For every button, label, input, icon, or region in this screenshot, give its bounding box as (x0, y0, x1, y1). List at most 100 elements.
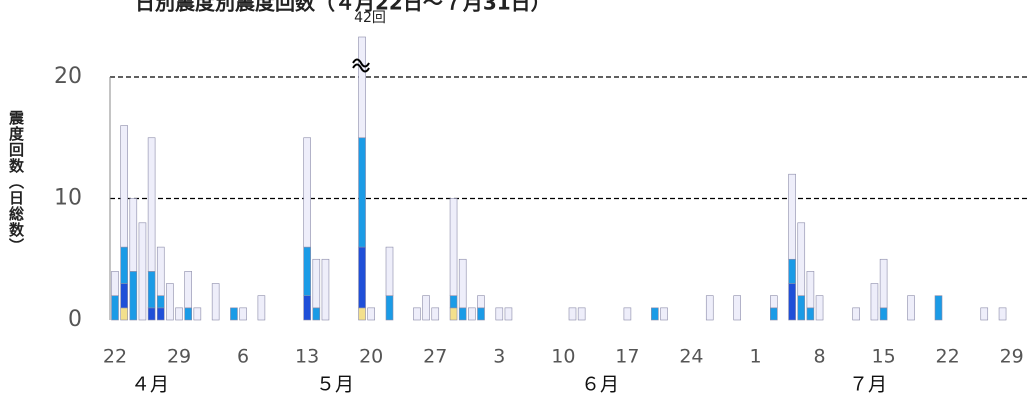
bar-segment (797, 295, 806, 321)
bar-segment (257, 295, 266, 321)
bar-segment (111, 271, 119, 296)
bar-segment (184, 307, 192, 321)
x-tick-label: 17 (615, 346, 639, 368)
month-label: ７月 (849, 374, 887, 396)
bar-segment (468, 307, 476, 321)
y-tick-label: 10 (54, 186, 82, 211)
x-tick-label: 13 (295, 346, 319, 368)
bar-segment (312, 258, 321, 309)
bar-segment (120, 246, 128, 284)
bar-segment (230, 307, 238, 321)
bar-segment (788, 173, 796, 260)
y-tick-label: 0 (68, 307, 82, 332)
bar-segment (980, 307, 989, 321)
bar-segment (138, 222, 147, 321)
annotation: 42回 (354, 10, 386, 26)
bar-segment (111, 295, 119, 321)
x-tick-label: 27 (423, 346, 447, 368)
bar-segment (577, 307, 586, 321)
x-tick-label: 24 (679, 346, 703, 368)
bar-segment (852, 307, 860, 321)
x-tick-label: 6 (237, 346, 249, 368)
bar-segment (358, 137, 366, 248)
y-tick-label: 20 (54, 64, 82, 89)
bar-segment (193, 307, 202, 321)
bar-segment (156, 295, 165, 309)
bar-segment (806, 271, 815, 309)
bar-segment (120, 125, 128, 248)
bar-segment (477, 307, 485, 321)
bar-segment (303, 295, 311, 321)
bar-segment (211, 283, 220, 321)
bar-segment (477, 295, 485, 309)
bar-segment (769, 295, 778, 309)
bar-segment (788, 258, 796, 284)
bar-segment (184, 271, 192, 309)
bar-segment (312, 307, 321, 321)
bar-segment (147, 271, 156, 309)
bar-segment (769, 307, 778, 321)
bar-segment (458, 307, 467, 321)
x-tick-label: 22 (936, 346, 960, 368)
bar-segment (998, 307, 1007, 321)
chart-title: 日別震度別震度回数（４月22日～７月31日） (135, 0, 551, 15)
bar-segment (651, 307, 659, 321)
bar-segment (815, 295, 824, 321)
bar-segment (321, 258, 330, 321)
bar-segment (568, 307, 577, 321)
bar-segment (879, 307, 888, 321)
bar-segment (239, 307, 247, 321)
x-tick-label: 3 (493, 346, 505, 368)
bar-segment (303, 137, 311, 248)
bar-segment (660, 307, 668, 321)
bar-segment (120, 307, 128, 321)
bar-segment (934, 295, 943, 321)
bar-segment (806, 307, 815, 321)
bar-segment (504, 307, 513, 321)
month-label: ６月 (581, 374, 619, 396)
bar-segment (788, 283, 796, 321)
bar-segment (175, 307, 183, 321)
axis-break (352, 58, 370, 68)
bar-segment (797, 222, 806, 297)
bar-segment (907, 295, 915, 321)
y-axis-label: 震度回数（日総数） (7, 110, 25, 254)
bar-segment (449, 198, 458, 296)
bar-segment (449, 295, 458, 309)
month-label: ４月 (131, 374, 169, 396)
bar-segment (385, 246, 394, 297)
bar-segment (147, 137, 156, 272)
bar-segment (367, 307, 376, 321)
bar-segment (156, 307, 165, 321)
bar-segment (495, 307, 504, 321)
bar-segment (120, 283, 128, 309)
axis-break (352, 63, 370, 73)
bar-segment (458, 258, 467, 309)
bar-segment (385, 295, 394, 321)
bar-segment (733, 295, 742, 321)
x-tick-label: 22 (103, 346, 127, 368)
bar-segment (879, 258, 888, 309)
bar-segment (358, 36, 366, 139)
bar-segment (147, 307, 156, 321)
x-tick-label: 20 (359, 346, 383, 368)
bar-segment (870, 283, 879, 321)
bar-segment (129, 271, 138, 321)
x-tick-label: 15 (872, 346, 896, 368)
bar-segment (156, 246, 165, 297)
bar-segment (358, 307, 366, 321)
bar-segment (303, 246, 311, 297)
bar-segment (358, 246, 366, 309)
x-tick-label: 8 (814, 346, 826, 368)
bar-segment (166, 283, 174, 321)
bar-segment (413, 307, 421, 321)
month-label: ５月 (316, 374, 354, 396)
x-tick-label: 29 (1000, 346, 1024, 368)
bar-segment (431, 307, 440, 321)
bar-segment (623, 307, 632, 321)
bar-segment (422, 295, 430, 321)
x-tick-label: 1 (749, 346, 761, 368)
x-tick-label: 10 (551, 346, 575, 368)
